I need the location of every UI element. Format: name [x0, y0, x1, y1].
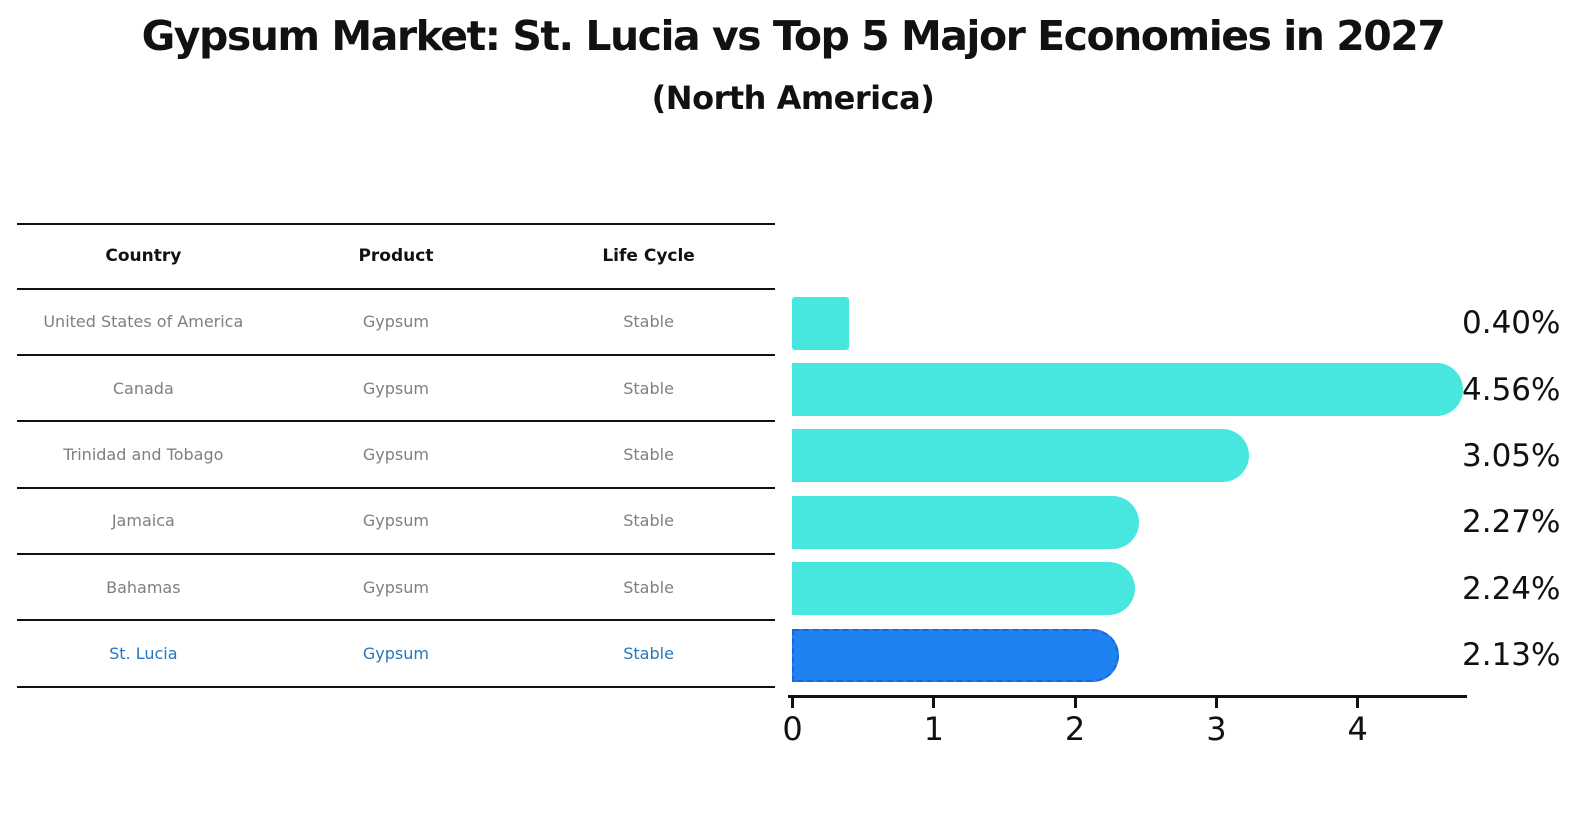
- cell-product: Gypsum: [362, 511, 429, 531]
- x-axis: 0 1 2 3 4: [782, 695, 1467, 750]
- table-row-canada: Canada Gypsum Stable: [17, 356, 775, 423]
- x-tick-1: [932, 698, 936, 708]
- bar-row-jamaica: [792, 489, 1552, 555]
- cell-product: Gypsum: [362, 577, 429, 597]
- column-header-life-cycle: Life Cycle: [602, 246, 695, 267]
- bar-row-united-states-of-america: [792, 290, 1552, 356]
- x-tick-label-0: 0: [782, 710, 803, 748]
- value-label-bahamas: 2.24%: [1462, 570, 1561, 607]
- bar-row-trinidad-and-tobago: [792, 423, 1552, 489]
- country-table: Country Product Life Cycle United States…: [17, 223, 775, 688]
- bar-trinidad-and-tobago: [792, 429, 1250, 483]
- x-tick-0: [791, 698, 794, 708]
- x-tick-4: [1356, 698, 1360, 708]
- cell-product: Gypsum: [362, 378, 429, 398]
- cell-country: Trinidad and Tobago: [63, 444, 224, 464]
- column-header-country: Country: [105, 246, 182, 267]
- value-label-jamaica: 2.27%: [1462, 504, 1561, 541]
- value-label-united-states-of-america: 0.40%: [1462, 305, 1561, 342]
- bar-jamaica: [792, 495, 1140, 549]
- x-tick-3: [1214, 698, 1218, 708]
- x-axis-line: [788, 695, 1467, 698]
- table-header-row: Country Product Life Cycle: [17, 223, 775, 290]
- bar-united-states-of-america: [792, 296, 849, 350]
- bars-area: [792, 290, 1552, 688]
- cell-country: Jamaica: [111, 511, 175, 531]
- table-row-st-lucia: St. Lucia Gypsum Stable: [17, 621, 775, 688]
- cell-life-cycle: Stable: [623, 378, 674, 398]
- table-body: United States of America Gypsum Stable Cana…: [17, 290, 775, 688]
- x-tick-label-2: 2: [1064, 710, 1086, 748]
- table-row-bahamas: Bahamas Gypsum Stable: [17, 555, 775, 622]
- chart-subtitle: (North America): [651, 79, 935, 117]
- cell-life-cycle: Stable: [623, 644, 674, 664]
- table-row-united-states-of-america: United States of America Gypsum Stable: [17, 290, 775, 356]
- value-label-trinidad-and-tobago: 3.05%: [1462, 437, 1561, 474]
- column-header-product: Product: [358, 246, 434, 267]
- x-tick-label-1: 1: [923, 710, 944, 748]
- table-row-trinidad-and-tobago: Trinidad and Tobago Gypsum Stable: [17, 422, 775, 489]
- cell-product: Gypsum: [362, 444, 429, 464]
- bar-st-lucia: [792, 628, 1120, 682]
- x-tick-2: [1073, 698, 1077, 708]
- cell-country: St. Lucia: [109, 644, 178, 664]
- bar-row-canada: [792, 356, 1552, 422]
- x-tick-label-3: 3: [1206, 710, 1227, 748]
- value-label-canada: 4.56%: [1462, 371, 1561, 408]
- cell-life-cycle: Stable: [623, 511, 674, 531]
- cell-life-cycle: Stable: [623, 577, 674, 597]
- cell-life-cycle: Stable: [623, 312, 674, 332]
- cell-life-cycle: Stable: [623, 444, 674, 464]
- cell-country: Bahamas: [106, 577, 181, 597]
- value-label-st-lucia: 2.13%: [1462, 637, 1561, 674]
- bar-bahamas: [792, 562, 1135, 616]
- cell-product: Gypsum: [362, 312, 429, 332]
- bar-canada: [792, 363, 1463, 417]
- table-row-jamaica: Jamaica Gypsum Stable: [17, 489, 775, 556]
- cell-country: Canada: [112, 378, 174, 398]
- bar-row-st-lucia: [792, 622, 1552, 688]
- bar-row-bahamas: [792, 556, 1552, 622]
- value-labels: 0.40% 4.56% 3.05% 2.27% 2.24% 2.13%: [1462, 290, 1586, 688]
- cell-product: Gypsum: [362, 644, 429, 664]
- chart-title: Gypsum Market: St. Lucia vs Top 5 Major …: [141, 12, 1446, 60]
- x-tick-label-4: 4: [1347, 710, 1368, 748]
- cell-country: United States of America: [43, 312, 244, 332]
